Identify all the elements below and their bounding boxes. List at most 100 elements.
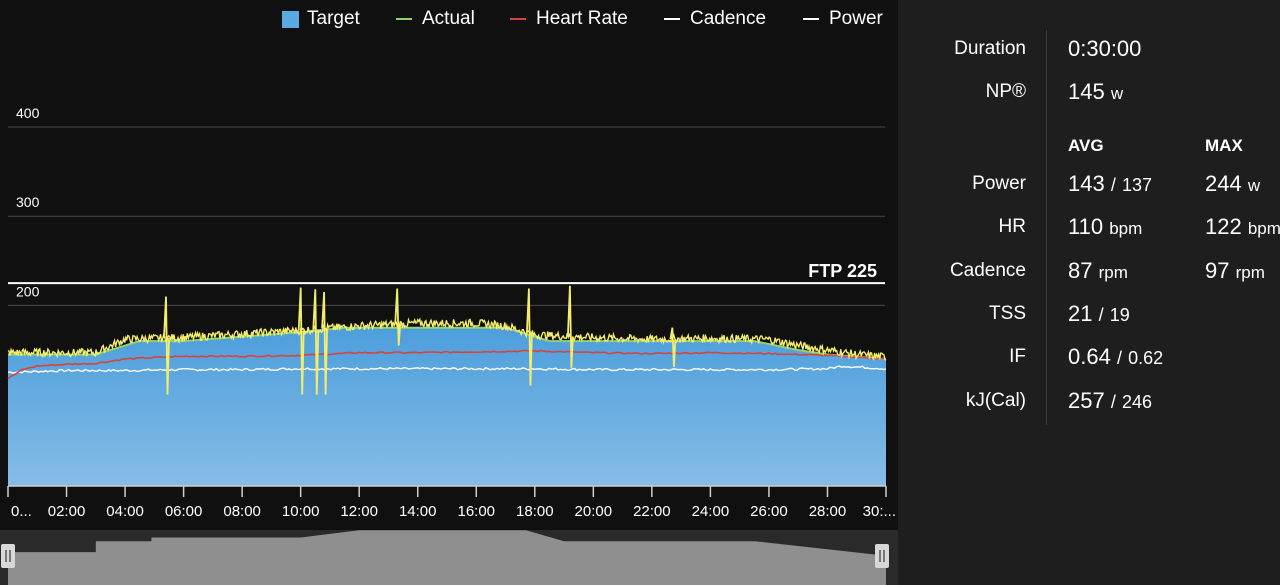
power-spike-5 [526, 288, 533, 386]
hr-max-value: 122 [1205, 214, 1242, 239]
legend-actual-label: Actual [422, 8, 475, 29]
legend-power-line [803, 18, 819, 20]
legend-heart-rate-label: Heart Rate [536, 8, 628, 29]
tss-target: 19 [1109, 305, 1130, 325]
tss-value: 21 [1068, 301, 1093, 326]
kj-avg: 257 / 246 [1068, 388, 1152, 414]
legend-power-label: Power [829, 8, 883, 29]
stats-divider [1046, 30, 1047, 425]
stats-panel: Duration 0:30:00 NP® 145 w AVG MAX Power… [898, 0, 1280, 585]
np-value: 145 w [1068, 79, 1123, 105]
x-tick-label-5: 10:00 [282, 503, 320, 520]
np-number: 145 [1068, 79, 1105, 104]
power-avg-target: 137 [1121, 175, 1153, 195]
legend-cadence-label: Cadence [690, 8, 767, 29]
legend-target-label: Target [307, 8, 360, 29]
power-line [7, 317, 887, 361]
hr-avg: 110 bpm [1068, 214, 1142, 240]
legend-cadence[interactable]: Cadence [664, 8, 766, 30]
if-target: 0.62 [1128, 348, 1164, 368]
cadence-label: Cadence [949, 260, 1026, 281]
kj-label: kJ(Cal) [965, 390, 1026, 411]
x-tick-label-12: 24:00 [692, 503, 730, 520]
x-tick-label-8: 16:00 [457, 503, 495, 520]
cadence-max-unit: rpm [1235, 263, 1265, 282]
np-unit: w [1110, 84, 1124, 103]
power-avg-separator: / [1110, 175, 1116, 195]
power-label: Power [972, 173, 1026, 194]
cadence-max-value: 97 [1205, 258, 1230, 283]
legend-heart-rate-line [510, 18, 526, 20]
x-tick-label-4: 08:00 [223, 503, 261, 520]
y-tick-label-200: 200 [16, 283, 40, 299]
tss-separator: / [1098, 305, 1104, 325]
legend-target-swatch [282, 10, 299, 28]
kj-separator: / [1110, 392, 1116, 412]
range-handle-right[interactable] [875, 544, 889, 568]
y-tick-label-300: 300 [16, 194, 40, 210]
tss-label: TSS [989, 303, 1026, 324]
power-spike-1 [297, 287, 305, 395]
overview-profile [8, 530, 886, 585]
chart-panel: 200 300 400 FTP 225 0... 02:00 04:00 06:00 08:00… [0, 8, 898, 585]
if-label: IF [1009, 346, 1026, 367]
x-tick-label-1: 02:00 [48, 503, 86, 520]
legend-actual[interactable]: Actual [396, 8, 475, 30]
if-value: 0.64 [1068, 344, 1111, 369]
heart-rate-line [7, 349, 887, 380]
avg-column-header: AVG [1068, 136, 1104, 155]
cadence-avg-value: 87 [1068, 258, 1093, 283]
tss-avg: 21 / 19 [1068, 301, 1130, 327]
hr-max: 122 bpm [1205, 214, 1280, 240]
np-label: NP® [985, 81, 1026, 102]
y-tick-label-400: 400 [16, 105, 40, 121]
kj-cal: 246 [1121, 392, 1153, 412]
power-spike-6 [567, 285, 574, 368]
range-handle-left[interactable] [1, 544, 15, 568]
x-tick-label-13: 26:00 [750, 503, 788, 520]
cadence-max: 97 rpm [1205, 258, 1265, 284]
x-tick-label-0: 0... [11, 503, 32, 520]
legend-power[interactable]: Power [803, 8, 883, 30]
x-tick-label-11: 22:00 [633, 503, 671, 520]
kj-value: 257 [1068, 388, 1105, 413]
hr-avg-value: 110 [1068, 214, 1104, 239]
power-max-value: 244 [1205, 171, 1242, 196]
x-tick-label-14: 28:00 [809, 503, 847, 520]
target-area [8, 327, 886, 486]
legend-target[interactable]: Target [282, 8, 360, 30]
x-tick-label-10: 20:00 [575, 503, 613, 520]
power-avg-value: 143 [1068, 171, 1105, 196]
power-max: 244 w [1205, 171, 1260, 197]
legend-cadence-line [664, 18, 680, 20]
legend-heart-rate[interactable]: Heart Rate [510, 8, 628, 30]
hr-max-unit: bpm [1247, 219, 1280, 238]
x-tick-label-2: 04:00 [106, 503, 144, 520]
cadence-avg-unit: rpm [1098, 263, 1128, 282]
hr-avg-unit: bpm [1109, 219, 1143, 238]
x-tick-label-6: 12:00 [340, 503, 378, 520]
x-tick-label-7: 14:00 [399, 503, 437, 520]
legend-actual-line [396, 18, 412, 20]
power-spike-2 [312, 289, 320, 395]
duration-value: 0:30:00 [1068, 36, 1142, 61]
power-spike-4 [394, 288, 402, 346]
x-tick-label-3: 06:00 [165, 503, 203, 520]
power-max-unit: w [1247, 176, 1261, 195]
cadence-line [7, 365, 887, 374]
if-separator: / [1116, 348, 1122, 368]
ftp-label: FTP 225 [808, 261, 877, 281]
hr-label: HR [998, 216, 1026, 237]
if-avg: 0.64 / 0.62 [1068, 344, 1163, 370]
power-avg: 143 / 137 [1068, 171, 1152, 197]
power-spike-0 [163, 296, 170, 395]
workout-chart: 200 300 400 FTP 225 0... 02:00 04:00 06:00 08:00… [0, 105, 898, 585]
cadence-avg: 87 rpm [1068, 258, 1128, 284]
x-tick-label-15: 30:... [863, 503, 896, 520]
chart-legend: Target Actual Heart Rate Cadence Power [0, 8, 898, 34]
duration-label: Duration [954, 38, 1026, 59]
max-column-header: MAX [1205, 136, 1243, 155]
power-spike-3 [321, 291, 328, 395]
x-tick-label-9: 18:00 [516, 503, 554, 520]
power-spike-7 [669, 327, 677, 367]
